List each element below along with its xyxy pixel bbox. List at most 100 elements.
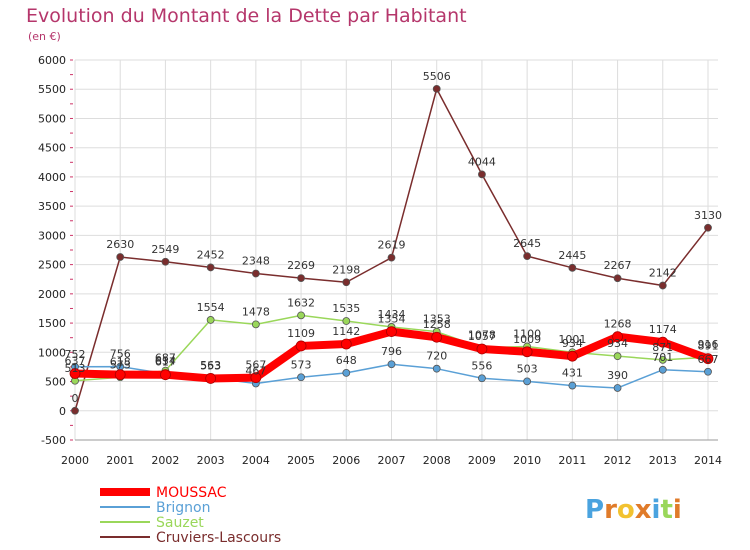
series-moussac — [69, 326, 714, 384]
brand-letter: i — [673, 495, 682, 525]
data-label-sauzet: 687 — [155, 352, 176, 365]
data-label-sauzet: 573 — [110, 358, 131, 371]
y-tick-label: 5500 — [38, 83, 66, 96]
data-label-brignon: 648 — [336, 354, 357, 367]
x-tick-label: 2003 — [197, 454, 225, 467]
point-cruviers-lascours — [297, 274, 305, 283]
data-label-brignon: 634 — [155, 355, 176, 368]
brand-letter: r — [604, 495, 617, 525]
point-brignon — [658, 365, 667, 374]
point-sauzet — [613, 352, 622, 361]
point-brignon — [432, 364, 441, 373]
point-cruviers-lascours — [116, 253, 125, 261]
data-label-sauzet: 1078 — [468, 329, 496, 342]
data-label-cruviers-lascours: 5506 — [423, 70, 451, 83]
data-label-cruviers-lascours: 2645 — [513, 237, 541, 250]
axes: -500 0 500 1000 1500 2000 2500 3000 3500 4000 4500… — [38, 54, 722, 467]
grid — [74, 59, 718, 441]
data-label-sauzet: 1100 — [513, 327, 541, 340]
x-tick-label: 2008 — [423, 454, 451, 467]
point-cruviers-lascours — [613, 274, 622, 283]
point-cruviers-lascours — [704, 223, 712, 232]
x-tick-label: 2002 — [151, 454, 179, 467]
y-tick-label: 3500 — [38, 200, 66, 213]
point-moussac — [386, 326, 397, 338]
data-label-cruviers-lascours: 2269 — [287, 259, 315, 272]
data-label-brignon: 573 — [291, 358, 312, 371]
point-moussac — [205, 373, 217, 384]
data-label-cruviers-lascours: 2198 — [332, 263, 360, 276]
y-tick-label: 500 — [45, 376, 66, 389]
point-brignon — [387, 360, 396, 369]
data-label-moussac: 1057 — [468, 330, 496, 343]
y-tick-label: -500 — [41, 434, 66, 447]
legend-item-sauzet: Sauzet — [100, 515, 204, 531]
data-label-cruviers-lascours: 2452 — [197, 248, 225, 261]
data-label-cruviers-lascours: 2142 — [649, 267, 677, 280]
data-label-brignon: 720 — [426, 350, 447, 363]
point-moussac — [566, 350, 578, 362]
x-tick-label: 2009 — [468, 454, 496, 467]
y-tick-label: 1000 — [38, 346, 66, 359]
x-tick-label: 2011 — [558, 454, 586, 467]
y-tick-label: 2000 — [38, 288, 66, 301]
point-cruviers-lascours — [71, 406, 79, 415]
point-cruviers-lascours — [523, 252, 532, 261]
data-label-cruviers-lascours: 4044 — [468, 155, 496, 168]
point-moussac — [114, 369, 126, 381]
legend-item-moussac: MOUSSAC — [100, 485, 227, 501]
point-cruviers-lascours — [342, 278, 351, 287]
x-tick-label: 2005 — [287, 454, 315, 467]
point-brignon — [523, 377, 532, 386]
data-label-cruviers-lascours: 2549 — [151, 243, 179, 256]
data-label-brignon: 390 — [607, 369, 628, 382]
data-label-brignon: 701 — [652, 351, 673, 364]
data-label-moussac: 1258 — [423, 318, 451, 331]
x-tick-label: 2001 — [106, 454, 134, 467]
point-cruviers-lascours — [161, 257, 170, 266]
point-moussac — [702, 353, 714, 365]
data-label-moussac: 618 — [110, 356, 131, 369]
legend-label: Sauzet — [156, 515, 204, 531]
data-label-brignon: 503 — [517, 362, 538, 375]
point-moussac — [340, 338, 352, 350]
brand-letter: t — [660, 495, 672, 525]
data-label-cruviers-lascours: 2630 — [106, 238, 134, 251]
point-moussac — [657, 336, 669, 348]
data-label-cruviers-lascours: 0 — [72, 392, 79, 405]
data-label-sauzet: 1001 — [558, 333, 586, 346]
point-moussac — [160, 369, 171, 381]
point-cruviers-lascours — [206, 263, 215, 272]
data-label-sauzet: 934 — [607, 337, 628, 350]
y-tick-label: 3000 — [38, 229, 66, 242]
x-tick-label: 2006 — [332, 454, 360, 467]
brand-wordmark: Proxiti — [585, 495, 682, 525]
legend-label: MOUSSAC — [156, 485, 227, 501]
point-sauzet — [251, 320, 260, 329]
data-label-brignon: 667 — [698, 353, 719, 366]
point-moussac — [295, 340, 307, 352]
data-label-cruviers-lascours: 2348 — [242, 255, 270, 268]
x-tick-label: 2000 — [61, 454, 89, 467]
brand-letter: i — [652, 495, 661, 525]
data-label-sauzet: 916 — [698, 338, 719, 351]
point-brignon — [568, 381, 577, 390]
y-tick-label: 6000 — [38, 54, 66, 67]
data-label-sauzet: 1535 — [332, 302, 360, 315]
chart-title: Evolution du Montant de la Dette par Hab… — [26, 5, 467, 27]
point-moussac — [431, 331, 443, 343]
point-cruviers-lascours — [432, 84, 441, 93]
data-label-moussac: 891 — [698, 340, 719, 353]
data-label-moussac: 567 — [245, 359, 266, 372]
y-tick-label: 1500 — [38, 317, 66, 330]
data-label-brignon: 431 — [562, 367, 583, 380]
point-moussac — [612, 331, 623, 343]
point-moussac — [250, 372, 262, 384]
point-sauzet — [658, 355, 667, 364]
y-tick-label: 0 — [59, 405, 66, 418]
x-tick-label: 2004 — [242, 454, 270, 467]
data-label-brignon: 556 — [471, 359, 492, 372]
data-label-moussac: 617 — [155, 356, 176, 369]
